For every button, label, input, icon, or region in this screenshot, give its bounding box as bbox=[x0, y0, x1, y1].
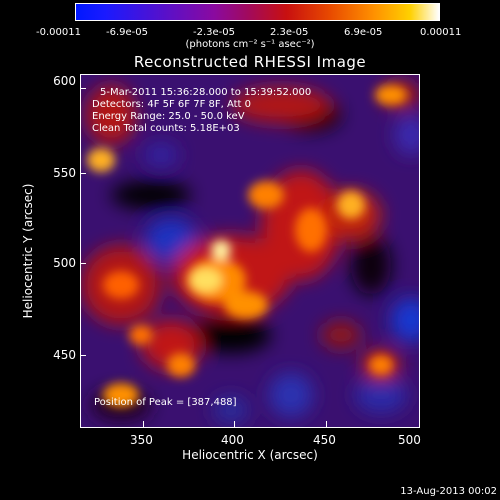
rhessi-image-graphic bbox=[81, 75, 419, 427]
energy-range: Energy Range: 25.0 - 50.0 keV bbox=[92, 111, 245, 122]
rhessi-image bbox=[80, 74, 420, 428]
y-tick-mark bbox=[80, 88, 86, 89]
x-tick-label: 400 bbox=[221, 433, 244, 447]
colorbar bbox=[75, 3, 440, 21]
image-title: Reconstructed RHESSI Image bbox=[133, 53, 367, 71]
timestamp: 13-Aug-2013 00:02 bbox=[400, 486, 497, 497]
y-tick-label: 550 bbox=[53, 166, 76, 180]
colorbar-tick-label: 0.00011 bbox=[420, 27, 462, 38]
x-axis-label: Heliocentric X (arcsec) bbox=[182, 448, 318, 462]
y-tick-label: 500 bbox=[53, 256, 76, 270]
y-tick-label: 450 bbox=[53, 348, 76, 362]
colorbar-units: (photons cm⁻² s⁻¹ asec⁻²) bbox=[185, 39, 315, 50]
x-tick-mark bbox=[143, 421, 144, 427]
y-tick-mark bbox=[80, 263, 86, 264]
clean-counts: Clean Total counts: 5.18E+03 bbox=[92, 123, 240, 134]
x-tick-mark bbox=[326, 421, 327, 427]
time-range: 5-Mar-2011 15:36:28.000 to 15:39:52.000 bbox=[100, 87, 312, 98]
colorbar-tick-label: -0.00011 bbox=[36, 27, 81, 38]
colorbar-tick-label: -2.3e-05 bbox=[193, 27, 235, 38]
peak-position: Position of Peak = [387,488] bbox=[94, 397, 237, 408]
x-tick-label: 500 bbox=[398, 433, 421, 447]
x-tick-label: 450 bbox=[313, 433, 336, 447]
y-tick-label: 600 bbox=[53, 74, 76, 88]
x-tick-label: 350 bbox=[130, 433, 153, 447]
detectors-info: Detectors: 4F 5F 6F 7F 8F, Att 0 bbox=[92, 99, 252, 110]
y-axis-label: Heliocentric Y (arcsec) bbox=[21, 183, 35, 319]
colorbar-tick-label: 2.3e-05 bbox=[270, 27, 309, 38]
x-tick-mark bbox=[234, 421, 235, 427]
colorbar-tick-label: 6.9e-05 bbox=[344, 27, 383, 38]
colorbar-tick-label: -6.9e-05 bbox=[106, 27, 148, 38]
y-tick-mark bbox=[80, 355, 86, 356]
y-tick-mark bbox=[80, 173, 86, 174]
